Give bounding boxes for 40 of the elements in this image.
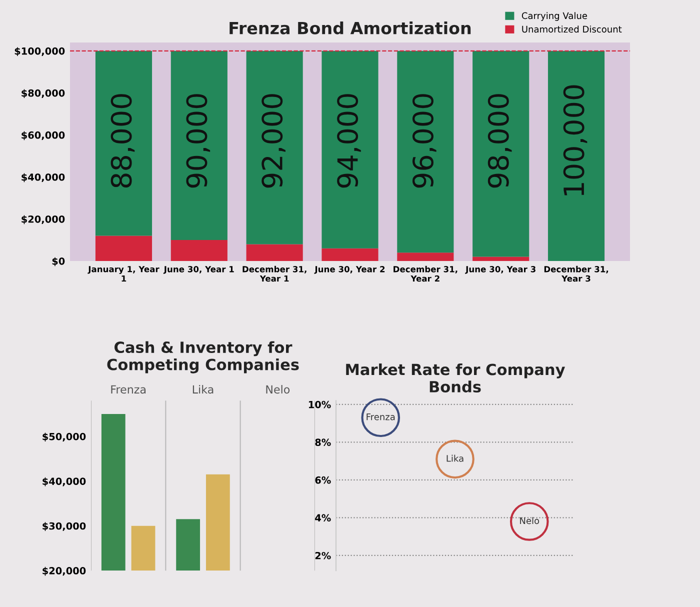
annotation: 98,000 <box>488 94 512 188</box>
x-tick-label: Lika <box>192 385 214 394</box>
legend-label: Carrying Value <box>522 12 587 21</box>
x-tick-label: December 31, Year 3 <box>544 266 608 282</box>
annotation: 90,000 <box>186 94 210 188</box>
y-tick-label: $50,000 <box>42 432 86 442</box>
annotation: 100,000 <box>563 85 588 196</box>
y-tick-label: $80,000 <box>22 89 65 98</box>
y-tick-label: 10% <box>308 400 331 408</box>
x-tick-label: June 30, Year 3 <box>465 266 536 274</box>
x-tick-label: Frenza <box>366 414 395 420</box>
annotation: 96,000 <box>412 94 436 188</box>
y-tick-label: 2% <box>315 552 331 560</box>
x-tick-label: Lika <box>446 454 464 462</box>
x-tick-label: January 1, Year 1 <box>88 266 160 282</box>
legend-label: Unamortized Discount <box>522 26 622 33</box>
chart-title: Cash & Inventory for Competing Companies <box>107 341 299 374</box>
y-tick-label: 4% <box>315 514 331 522</box>
y-tick-label: $20,000 <box>22 215 65 224</box>
y-tick-label: $30,000 <box>42 522 86 531</box>
y-tick-label: $100,000 <box>14 47 65 56</box>
chart-title: Frenza Bond Amortization <box>230 21 471 34</box>
y-tick-label: $60,000 <box>22 131 65 140</box>
annotation: 94,000 <box>337 94 361 188</box>
x-tick-label: Nelo <box>266 385 290 394</box>
x-tick-label: Frenza <box>111 385 146 394</box>
annotation: 92,000 <box>262 94 286 188</box>
annotation: 88,000 <box>110 94 135 188</box>
y-tick-label: 6% <box>315 476 331 484</box>
y-tick-label: 8% <box>315 438 331 446</box>
y-tick-label: $40,000 <box>42 477 86 486</box>
x-tick-label: June 30, Year 2 <box>314 266 385 274</box>
x-tick-label: June 30, Year 1 <box>163 266 234 274</box>
chart-title: Market Rate for Company Bonds <box>346 363 565 393</box>
x-tick-label: December 31, Year 2 <box>394 266 458 282</box>
x-tick-label: December 31, Year 1 <box>242 266 306 282</box>
x-tick-label: Nelo <box>520 517 540 524</box>
y-tick-label: $20,000 <box>42 566 86 576</box>
y-tick-label: $0 <box>52 257 65 266</box>
y-tick-label: $40,000 <box>22 173 65 182</box>
